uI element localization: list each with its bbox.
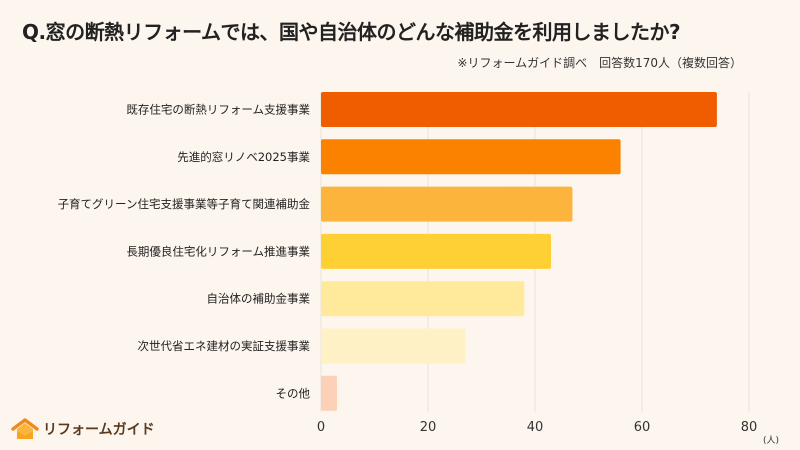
x-tick-label: 0	[317, 420, 325, 435]
category-label: 既存住宅の断熱リフォーム支援事業	[126, 103, 310, 117]
category-label: その他	[276, 386, 311, 400]
bar	[321, 233, 552, 269]
x-tick-label: 40	[527, 420, 544, 435]
x-tick-label: 60	[634, 420, 651, 435]
category-label: 子育てグリーン住宅支援事業等子育て関連補助金	[58, 197, 311, 211]
bar	[321, 281, 525, 317]
x-tick-label: 20	[420, 420, 437, 435]
logo: リフォームガイド	[10, 417, 155, 441]
logo-text: リフォームガイド	[43, 422, 155, 438]
chart-title: Q.窓の断熱リフォームでは、国や自治体のどんな補助金を利用しましたか?	[22, 20, 681, 44]
chart-subtitle: ※リフォームガイド調べ 回答数170人（複数回答）	[457, 56, 742, 70]
x-unit-label: (人)	[763, 435, 779, 446]
category-label: 自治体の補助金事業	[207, 292, 311, 306]
house-icon	[11, 418, 39, 439]
category-label: 長期優良住宅化リフォーム推進事業	[126, 244, 310, 258]
category-label: 次世代省エネ建材の実証支援事業	[138, 339, 311, 353]
bar	[321, 139, 621, 175]
x-tick-label: 80	[741, 420, 758, 435]
category-label: 先進的窓リノベ2025事業	[177, 150, 310, 164]
bar	[321, 328, 466, 364]
bar	[321, 92, 717, 127]
bar	[321, 375, 338, 411]
bar	[321, 186, 573, 222]
